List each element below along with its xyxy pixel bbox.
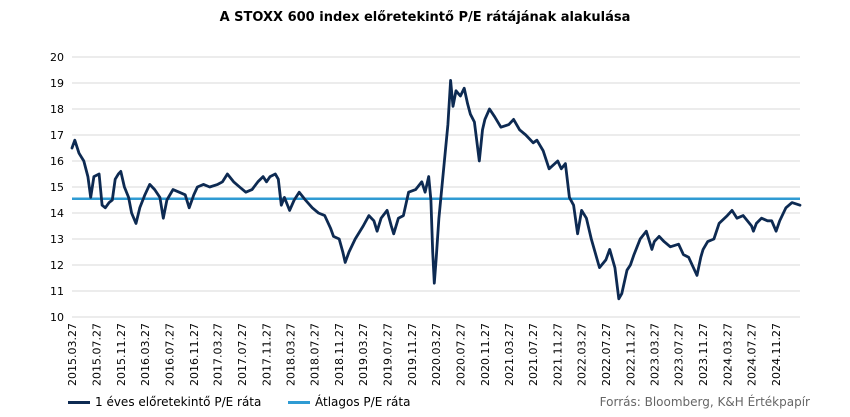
x-tick-label: 2024.07.27 — [746, 323, 759, 386]
x-tick-label: 2016.11.27 — [188, 323, 201, 386]
x-tick-label: 2017.07.27 — [236, 323, 249, 386]
y-tick-label: 13 — [50, 233, 64, 246]
y-tick-label: 19 — [50, 77, 64, 90]
x-tick-label: 2018.07.27 — [309, 323, 322, 386]
x-tick-label: 2023.07.27 — [673, 323, 686, 386]
y-tick-label: 15 — [50, 181, 64, 194]
x-tick-label: 2024.03.27 — [721, 323, 734, 386]
x-tick-label: 2020.07.27 — [454, 323, 467, 386]
legend-swatch-pe — [68, 400, 90, 404]
y-tick-label: 12 — [50, 259, 64, 272]
x-tick-label: 2023.11.27 — [697, 323, 710, 386]
x-tick-label: 2022.03.27 — [576, 323, 589, 386]
x-tick-label: 2023.03.27 — [648, 323, 661, 386]
x-tick-label: 2018.03.27 — [284, 323, 297, 386]
series-pe-line — [70, 79, 802, 301]
legend-label-avg: Átlagos P/E ráta — [315, 395, 411, 409]
y-tick-label: 17 — [50, 129, 64, 142]
y-tick-label: 11 — [50, 285, 64, 298]
x-tick-label: 2020.03.27 — [430, 323, 443, 386]
x-tick-label: 2017.11.27 — [261, 323, 274, 386]
y-tick-label: 16 — [50, 155, 64, 168]
x-tick-label: 2019.11.27 — [406, 323, 419, 386]
x-tick-label: 2016.03.27 — [139, 323, 152, 386]
x-tick-label: 2022.11.27 — [624, 323, 637, 386]
y-tick-label: 20 — [50, 51, 64, 64]
y-tick-label: 10 — [50, 311, 64, 324]
x-tick-label: 2017.03.27 — [212, 323, 225, 386]
chart-title: A STOXX 600 index előretekintő P/E rátáj… — [219, 10, 631, 25]
x-tick-label: 2015.11.27 — [115, 323, 128, 386]
y-tick-label: 14 — [50, 207, 64, 220]
x-tick-label: 2018.11.27 — [333, 323, 346, 386]
x-tick-label: 2016.07.27 — [163, 323, 176, 386]
x-tick-label: 2015.03.27 — [66, 323, 79, 386]
x-tick-label: 2020.11.27 — [479, 323, 492, 386]
x-tick-label: 2015.07.27 — [90, 323, 103, 386]
x-tick-label: 2022.07.27 — [600, 323, 613, 386]
x-tick-label: 2021.11.27 — [552, 323, 565, 386]
legend-item-avg: Átlagos P/E ráta — [288, 395, 410, 409]
x-tick-label: 2024.11.27 — [770, 323, 783, 386]
x-tick-label: 2021.07.27 — [527, 323, 540, 386]
x-tick-label: 2021.03.27 — [503, 323, 516, 386]
x-tick-label: 2019.07.27 — [381, 323, 394, 386]
source-note: Forrás: Bloomberg, K&H Értékpapír — [599, 395, 810, 409]
legend-item-pe: 1 éves előretekintő P/E ráta — [68, 395, 261, 409]
x-tick-label: 2019.03.27 — [357, 323, 370, 386]
legend-swatch-avg — [288, 400, 310, 404]
y-tick-label: 18 — [50, 103, 64, 116]
legend-label-pe: 1 éves előretekintő P/E ráta — [95, 395, 262, 409]
